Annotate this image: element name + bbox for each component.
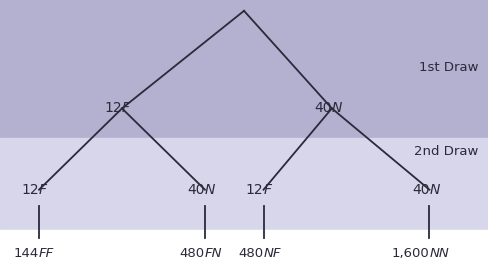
Text: 12: 12 <box>104 101 122 115</box>
Text: FN: FN <box>205 247 223 260</box>
Text: N: N <box>205 183 215 197</box>
Text: N: N <box>332 101 342 115</box>
Bar <box>0 230 488 271</box>
Text: F: F <box>264 183 271 197</box>
Text: 480: 480 <box>239 247 264 260</box>
Text: F: F <box>39 183 47 197</box>
Text: 480: 480 <box>180 247 205 260</box>
Text: 40: 40 <box>412 183 429 197</box>
Text: 40: 40 <box>187 183 205 197</box>
Text: 1st Draw: 1st Draw <box>419 61 478 74</box>
Text: NN: NN <box>429 247 449 260</box>
Text: N: N <box>429 183 440 197</box>
Text: 144: 144 <box>14 247 39 260</box>
Text: 12: 12 <box>21 183 39 197</box>
Text: 2nd Draw: 2nd Draw <box>414 145 478 158</box>
Text: FF: FF <box>39 247 54 260</box>
Bar <box>0 0 488 138</box>
Text: 12: 12 <box>246 183 264 197</box>
Text: 1,600: 1,600 <box>392 247 429 260</box>
Text: NF: NF <box>264 247 281 260</box>
Text: F: F <box>122 101 130 115</box>
Bar <box>0 138 488 230</box>
Text: 40: 40 <box>314 101 332 115</box>
